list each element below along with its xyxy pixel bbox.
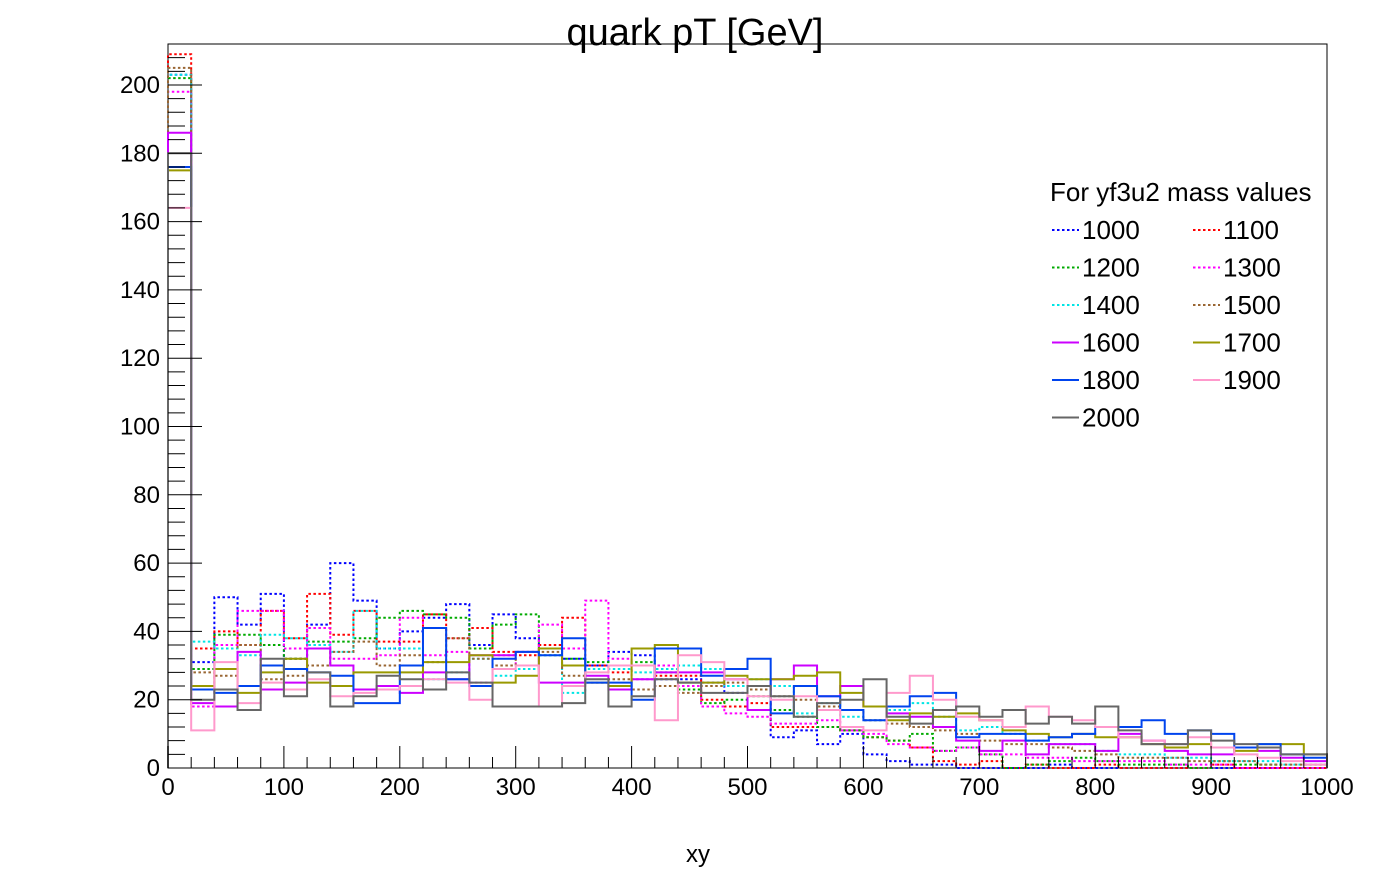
- x-tick-label: 700: [959, 774, 999, 801]
- x-tick-label: 100: [264, 774, 304, 801]
- y-tick-label: 80: [133, 482, 160, 509]
- x-tick-label: 200: [380, 774, 420, 801]
- legend-label-1100: 1100: [1223, 215, 1279, 245]
- x-tick-label: 300: [496, 774, 536, 801]
- legend-label-1300: 1300: [1223, 253, 1281, 283]
- legend-label-1800: 1800: [1082, 365, 1140, 395]
- axes: 0 100 200 300 400 500 600 700 800 900 1000 0 20 40 60 8…: [120, 44, 1354, 801]
- legend-label-1200: 1200: [1082, 253, 1140, 283]
- plot-area: [168, 54, 1327, 768]
- x-tick-label: 0: [161, 774, 174, 801]
- legend-label-1400: 1400: [1082, 290, 1140, 320]
- legend-label-1500: 1500: [1223, 290, 1281, 320]
- x-tick-label: 900: [1191, 774, 1231, 801]
- legend-label-1600: 1600: [1082, 328, 1140, 358]
- series-line-1900: [168, 208, 1327, 768]
- legend-label-1900: 1900: [1223, 365, 1281, 395]
- legend-label-1700: 1700: [1223, 328, 1281, 358]
- y-tick-label: 120: [120, 345, 160, 372]
- x-tick-label: 600: [843, 774, 883, 801]
- x-tick-label: 800: [1075, 774, 1115, 801]
- x-axis-title: xy: [686, 841, 710, 868]
- x-tick-label: 400: [612, 774, 652, 801]
- legend-label-2000: 2000: [1082, 403, 1140, 433]
- x-tick-label: 1000: [1300, 774, 1353, 801]
- y-tick-label: 0: [147, 755, 160, 782]
- y-tick-label: 180: [120, 140, 160, 167]
- y-tick-label: 20: [133, 687, 160, 714]
- legend-label-1000: 1000: [1082, 215, 1140, 245]
- y-tick-label: 200: [120, 72, 160, 99]
- y-tick-label: 40: [133, 618, 160, 645]
- chart-title: quark pT [GeV]: [567, 12, 824, 54]
- x-tick-label: 500: [727, 774, 767, 801]
- y-tick-label: 100: [120, 413, 160, 440]
- series-line-1600: [168, 133, 1327, 768]
- y-tick-label: 140: [120, 277, 160, 304]
- legend: For yf3u2 mass values 1000 1100 1200 1300 14…: [1050, 177, 1312, 433]
- legend-title: For yf3u2 mass values: [1050, 177, 1312, 207]
- y-tick-label: 60: [133, 550, 160, 577]
- y-tick-label: 160: [120, 209, 160, 236]
